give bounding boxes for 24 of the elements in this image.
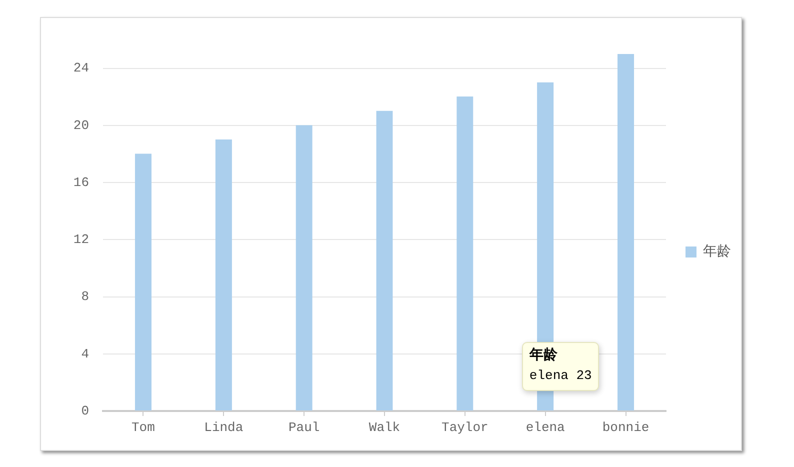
y-tick-label: 0: [81, 403, 89, 418]
x-tick-label: Walk: [368, 420, 400, 436]
x-tick-label: Linda: [204, 420, 244, 436]
y-tick-label: 4: [81, 346, 90, 362]
bar: [376, 110, 393, 410]
bar: [215, 139, 232, 410]
y-tick-label: 12: [73, 232, 89, 248]
y-tick-label: 8: [81, 289, 89, 304]
bar: [296, 125, 312, 410]
bar: [134, 154, 152, 410]
x-tick-label: Paul: [288, 420, 320, 436]
x-tick-label: Taylor: [442, 420, 488, 436]
x-tick-label: elena: [526, 420, 566, 436]
bar: [617, 54, 634, 410]
bar: [456, 96, 474, 410]
tooltip: 年龄 elena 23: [522, 342, 599, 391]
x-tick-label: Tom: [132, 420, 156, 436]
legend-label: 年龄: [703, 244, 731, 260]
y-tick-label: 24: [73, 60, 90, 76]
card-frame: 年龄 Tom Linda Paul Walk Taylor elena bonnie 0 4 8 12 16 20 24 年龄 elena 23: [40, 17, 742, 451]
y-tick-label: 20: [73, 118, 89, 133]
y-tick-label: 16: [73, 174, 89, 190]
annotation: 年龄 elena 23: [529, 346, 592, 385]
x-tick-label: bonnie: [602, 420, 650, 436]
